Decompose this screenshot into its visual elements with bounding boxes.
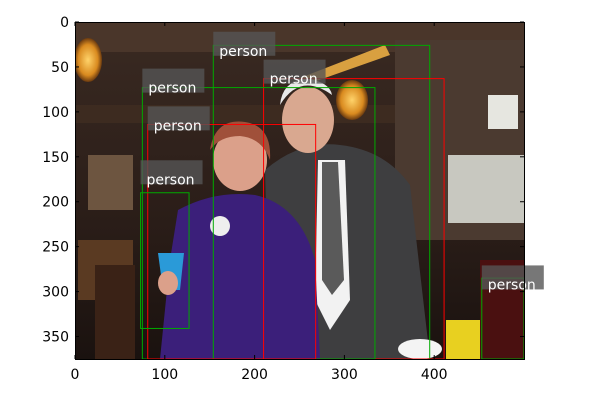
detection-label-text: person [154,118,202,134]
x-tick-label: 100 [151,367,178,383]
y-tick-label: 100 [42,105,69,121]
x-tick-label: 300 [331,367,358,383]
detection-label: person [140,160,203,188]
detection-box [140,192,190,329]
detection-label-background [140,160,203,185]
detection-label-text: person [270,72,318,88]
detection-label-background [213,31,276,56]
y-tick-label: 300 [42,285,69,301]
detection-label: person [213,31,276,60]
detection-label-background [263,59,326,84]
x-axis: 0 100 200 300 400 [71,22,448,383]
x-tick-label: 0 [71,367,80,383]
x-tick-label: 200 [241,367,268,383]
y-tick-label: 350 [42,330,69,346]
detection-label-background [481,265,544,290]
x-tick-label: 400 [421,367,448,383]
detection-label-background [147,106,210,131]
detection-label-background [142,68,205,93]
detection-label-text: person [488,277,536,293]
y-tick-label: 0 [60,15,69,31]
y-tick-label: 200 [42,195,69,211]
y-axis: 0 50 100 150 200 250 300 350 [42,15,524,346]
y-tick-label: 50 [51,60,69,76]
detection-label: person [481,265,544,293]
detection-label-text: person [148,81,196,97]
y-tick-label: 150 [42,150,69,166]
detection-label-text: person [219,44,267,60]
detection-label: person [147,106,210,134]
detection-label: person [142,68,205,97]
y-tick-label: 250 [42,240,69,256]
axes-frame [75,22,525,360]
detection-label-text: person [147,172,195,188]
detection-label: person [263,59,326,88]
